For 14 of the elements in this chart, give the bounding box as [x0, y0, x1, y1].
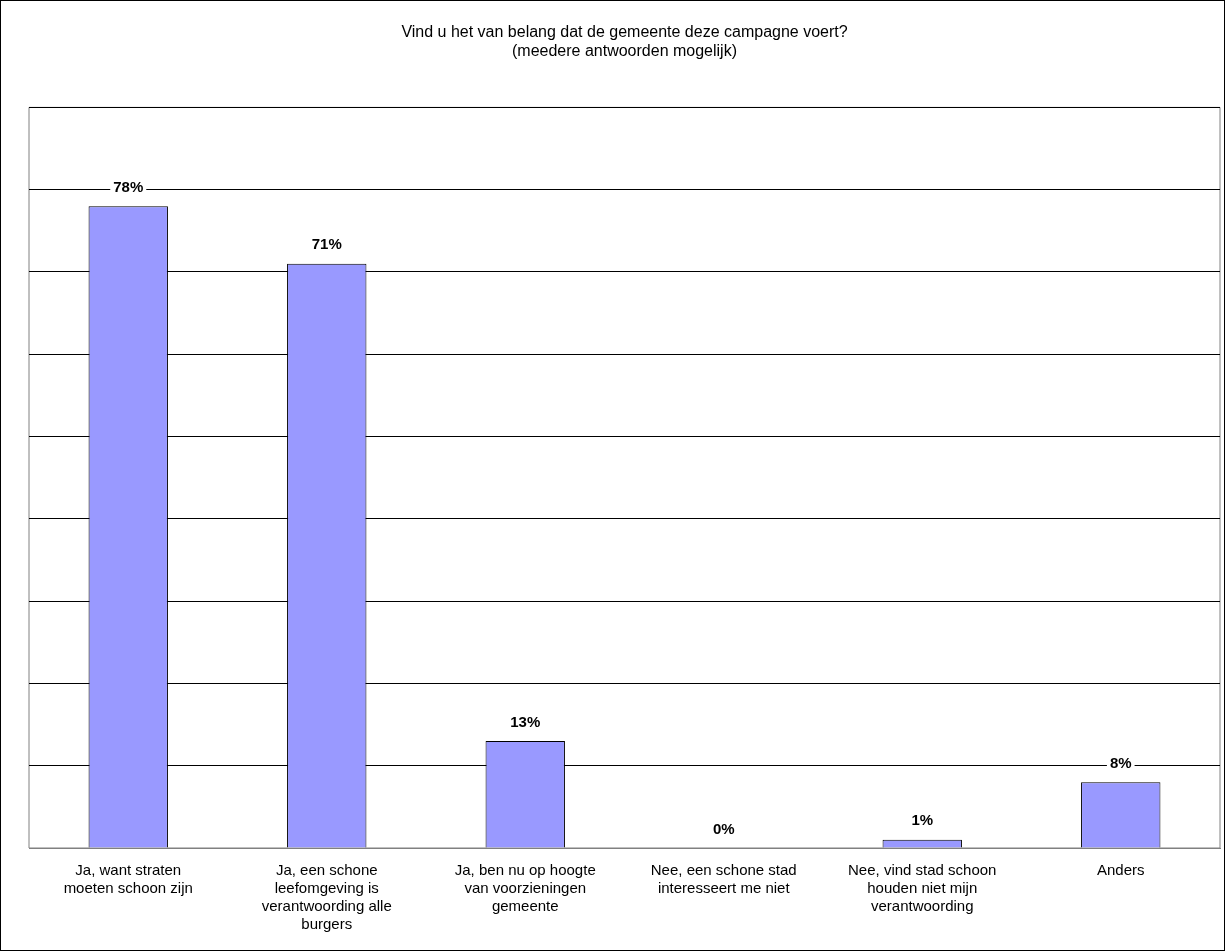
x-tick-label: Ja, een schone leefomgeving is verantwoording alle burgers [261, 861, 392, 933]
data-label: 71% [311, 235, 342, 253]
x-tick-label: Nee, een schone stad interesseert me niet [650, 861, 797, 897]
data-label: 78% [113, 177, 144, 195]
chart-subtitle: (meedere antwoorden mogelijk) [512, 42, 737, 60]
x-tick-label: Ja, want straten moeten schoon zijn [63, 861, 193, 897]
data-label: 13% [510, 712, 541, 730]
data-label: 1% [911, 811, 934, 829]
data-label: 0% [712, 819, 735, 837]
data-label: 8% [1109, 753, 1132, 771]
x-tick-label: Anders [1096, 861, 1145, 879]
x-tick-label: Nee, vind stad schoon houden niet mijn verantwoording [848, 861, 997, 915]
chart-title: Vind u het van belang dat de gemeente deze campagne voert? [401, 23, 848, 41]
x-tick-label: Ja, ben nu op hoogte van voorzieningen gemeente [454, 861, 596, 915]
